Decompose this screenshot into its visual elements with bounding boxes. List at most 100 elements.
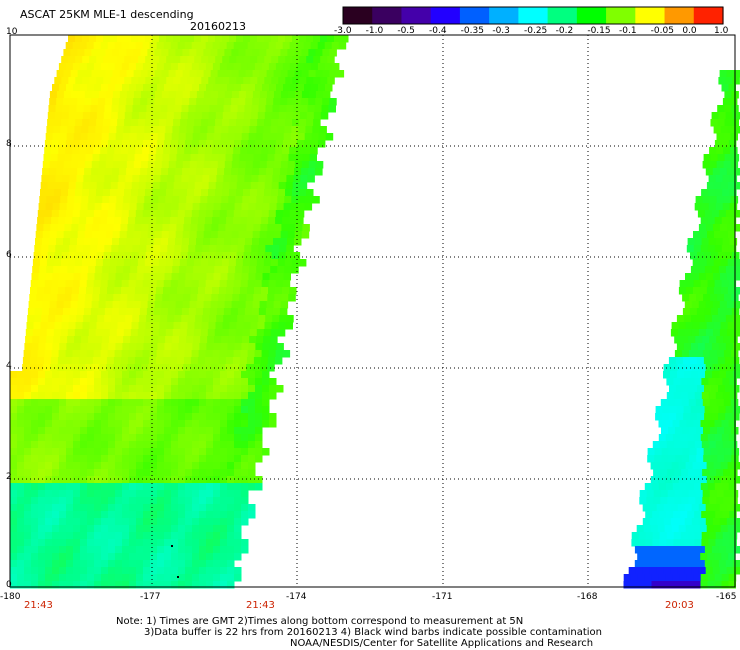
colorbar-tick-label: -0.3 bbox=[492, 26, 510, 36]
wind-cell bbox=[17, 546, 25, 554]
wind-cell bbox=[150, 469, 158, 477]
wind-cell bbox=[132, 308, 141, 316]
wind-cell bbox=[31, 427, 39, 435]
wind-cell bbox=[227, 133, 236, 141]
wind-cell bbox=[245, 98, 253, 106]
wind-cell bbox=[191, 217, 199, 225]
wind-cell bbox=[184, 63, 193, 71]
wind-cell bbox=[666, 511, 674, 519]
wind-cell bbox=[715, 189, 723, 197]
wind-cell bbox=[229, 35, 237, 43]
wind-cell bbox=[108, 455, 116, 463]
wind-cell bbox=[67, 196, 75, 204]
wind-cell bbox=[234, 371, 242, 379]
wind-cell bbox=[143, 567, 151, 575]
wind-cell bbox=[31, 469, 39, 477]
wind-cell bbox=[721, 434, 730, 442]
wind-cell bbox=[696, 308, 705, 316]
wind-cell bbox=[694, 203, 703, 211]
wind-cell bbox=[711, 266, 720, 274]
wind-cell bbox=[59, 413, 67, 421]
wind-cell bbox=[10, 434, 18, 442]
wind-cell bbox=[136, 511, 144, 519]
wind-cell bbox=[716, 336, 724, 344]
wind-cell bbox=[677, 504, 686, 512]
wind-cell bbox=[269, 273, 277, 281]
wind-cell bbox=[220, 378, 228, 386]
wind-cell bbox=[82, 322, 90, 330]
wind-cell bbox=[190, 357, 199, 365]
wind-cell bbox=[164, 504, 172, 512]
wind-cell bbox=[185, 385, 193, 393]
wind-cell bbox=[57, 357, 66, 365]
wind-cell bbox=[24, 504, 32, 512]
wind-cell bbox=[80, 525, 88, 533]
wind-cell bbox=[719, 301, 728, 309]
wind-cell bbox=[52, 518, 60, 526]
wind-cell bbox=[166, 322, 174, 330]
wind-cell bbox=[45, 455, 53, 463]
wind-cell bbox=[107, 287, 115, 295]
wind-cell bbox=[724, 91, 732, 99]
wind-cell bbox=[122, 455, 130, 463]
wind-cell bbox=[259, 70, 268, 78]
wind-cell bbox=[150, 462, 158, 470]
wind-cell bbox=[52, 392, 60, 400]
wind-cell bbox=[150, 455, 158, 463]
wind-cell bbox=[322, 49, 330, 57]
wind-cell bbox=[73, 392, 81, 400]
wind-cell bbox=[59, 504, 67, 512]
wind-cell bbox=[152, 77, 160, 85]
wind-cell bbox=[258, 315, 266, 323]
wind-cell bbox=[159, 77, 167, 85]
wind-cell bbox=[66, 371, 74, 379]
wind-cell bbox=[669, 385, 677, 393]
wind-cell bbox=[101, 448, 109, 456]
wind-cell bbox=[115, 476, 123, 484]
wind-cell bbox=[59, 441, 67, 449]
wind-cell bbox=[180, 182, 189, 190]
wind-cell bbox=[42, 238, 50, 246]
wind-cell bbox=[655, 406, 664, 414]
wind-cell bbox=[692, 273, 700, 281]
wind-cell bbox=[260, 154, 268, 162]
wind-cell bbox=[221, 336, 229, 344]
wind-cell bbox=[101, 560, 109, 568]
wind-cell bbox=[271, 252, 280, 260]
wind-cell bbox=[257, 77, 265, 85]
wind-cell bbox=[195, 315, 203, 323]
wind-cell bbox=[150, 420, 158, 428]
wind-cell bbox=[213, 567, 221, 575]
wind-cell bbox=[192, 567, 200, 575]
wind-cell bbox=[647, 455, 655, 463]
wind-cell bbox=[634, 546, 643, 554]
wind-cell bbox=[31, 378, 39, 386]
wind-cell bbox=[173, 56, 181, 64]
wind-cell bbox=[714, 420, 722, 428]
wind-cell bbox=[145, 119, 153, 127]
wind-cell bbox=[277, 329, 286, 337]
wind-cell bbox=[681, 399, 690, 407]
wind-cell bbox=[65, 147, 73, 155]
wind-cell bbox=[178, 462, 186, 470]
wind-cell bbox=[105, 98, 113, 106]
wind-cell bbox=[329, 49, 337, 57]
wind-cell bbox=[660, 399, 669, 407]
wind-cell bbox=[687, 392, 696, 400]
wind-cell bbox=[336, 70, 345, 78]
wind-cell bbox=[126, 301, 135, 309]
wind-cell bbox=[243, 112, 252, 120]
wind-cell bbox=[142, 42, 151, 50]
wind-cell bbox=[24, 448, 32, 456]
wind-cell bbox=[258, 308, 267, 316]
wind-cell bbox=[109, 266, 117, 274]
wind-cell bbox=[36, 224, 44, 232]
wind-cell bbox=[17, 427, 25, 435]
wind-cell bbox=[17, 581, 25, 589]
wind-cell bbox=[252, 301, 261, 309]
wind-cell bbox=[721, 483, 730, 491]
wind-cell bbox=[45, 413, 53, 421]
wind-cell bbox=[143, 476, 151, 484]
wind-cell bbox=[213, 203, 222, 211]
wind-cell bbox=[150, 406, 158, 414]
